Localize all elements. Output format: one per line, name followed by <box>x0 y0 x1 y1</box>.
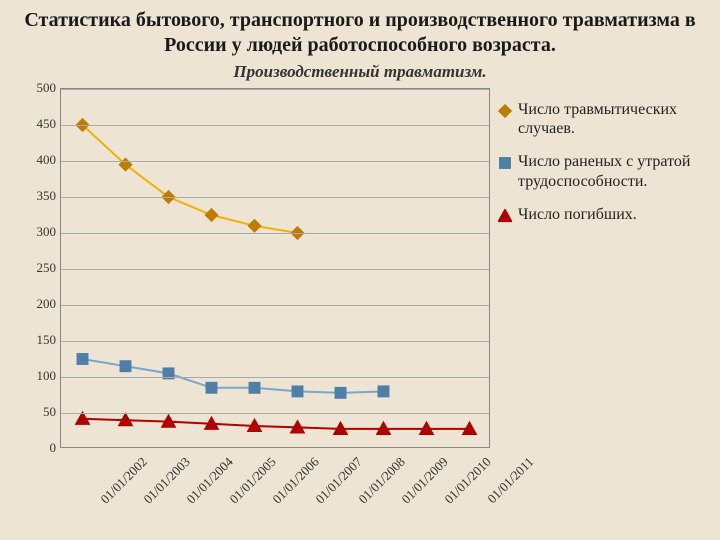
slide: Статистика бытового, транспортного и про… <box>0 0 720 540</box>
series-line-2 <box>83 419 470 429</box>
legend-marker-icon <box>498 209 512 223</box>
y-tick-label: 450 <box>20 116 56 132</box>
series-marker <box>205 209 218 222</box>
gridline <box>61 233 489 234</box>
series-marker <box>77 354 88 365</box>
x-tick-label: 01/01/2002 <box>97 454 150 507</box>
legend-item: Число раненых с утратой трудоспособности… <box>498 152 708 190</box>
gridline <box>61 377 489 378</box>
series-marker <box>248 219 261 232</box>
series-marker <box>120 361 131 372</box>
y-tick-label: 500 <box>20 80 56 96</box>
legend-label: Число травмытических случаев. <box>518 100 708 138</box>
legend-item: Число погибших. <box>498 205 708 224</box>
series-marker <box>335 387 346 398</box>
legend-label: Число раненых с утратой трудоспособности… <box>518 152 708 190</box>
gridline <box>61 89 489 90</box>
y-tick-label: 100 <box>20 368 56 384</box>
y-tick-label: 400 <box>20 152 56 168</box>
y-tick-label: 50 <box>20 404 56 420</box>
chart: Число травмытических случаев.Число ранен… <box>18 88 702 508</box>
legend-item: Число травмытических случаев. <box>498 100 708 138</box>
gridline <box>61 305 489 306</box>
subtitle: Производственный травматизм. <box>18 62 702 82</box>
gridline <box>61 413 489 414</box>
y-tick-label: 200 <box>20 296 56 312</box>
gridline <box>61 341 489 342</box>
plot-area <box>60 88 490 448</box>
y-tick-label: 0 <box>20 440 56 456</box>
legend: Число травмытических случаев. Число ранен… <box>498 100 708 238</box>
series-marker <box>249 382 260 393</box>
series-line-0 <box>83 125 298 233</box>
legend-marker-icon <box>498 156 512 170</box>
legend-label: Число погибших. <box>518 205 708 224</box>
gridline <box>61 161 489 162</box>
x-axis-labels: 01/01/200201/01/200301/01/200401/01/2005… <box>60 450 490 510</box>
series-marker <box>292 386 303 397</box>
gridline <box>61 125 489 126</box>
series-marker <box>378 386 389 397</box>
y-tick-label: 150 <box>20 332 56 348</box>
gridline <box>61 197 489 198</box>
series-marker <box>206 382 217 393</box>
main-title: Статистика бытового, транспортного и про… <box>18 8 702 58</box>
gridline <box>61 269 489 270</box>
y-tick-label: 300 <box>20 224 56 240</box>
y-tick-label: 350 <box>20 188 56 204</box>
y-tick-label: 250 <box>20 260 56 276</box>
legend-marker-icon <box>498 104 512 118</box>
